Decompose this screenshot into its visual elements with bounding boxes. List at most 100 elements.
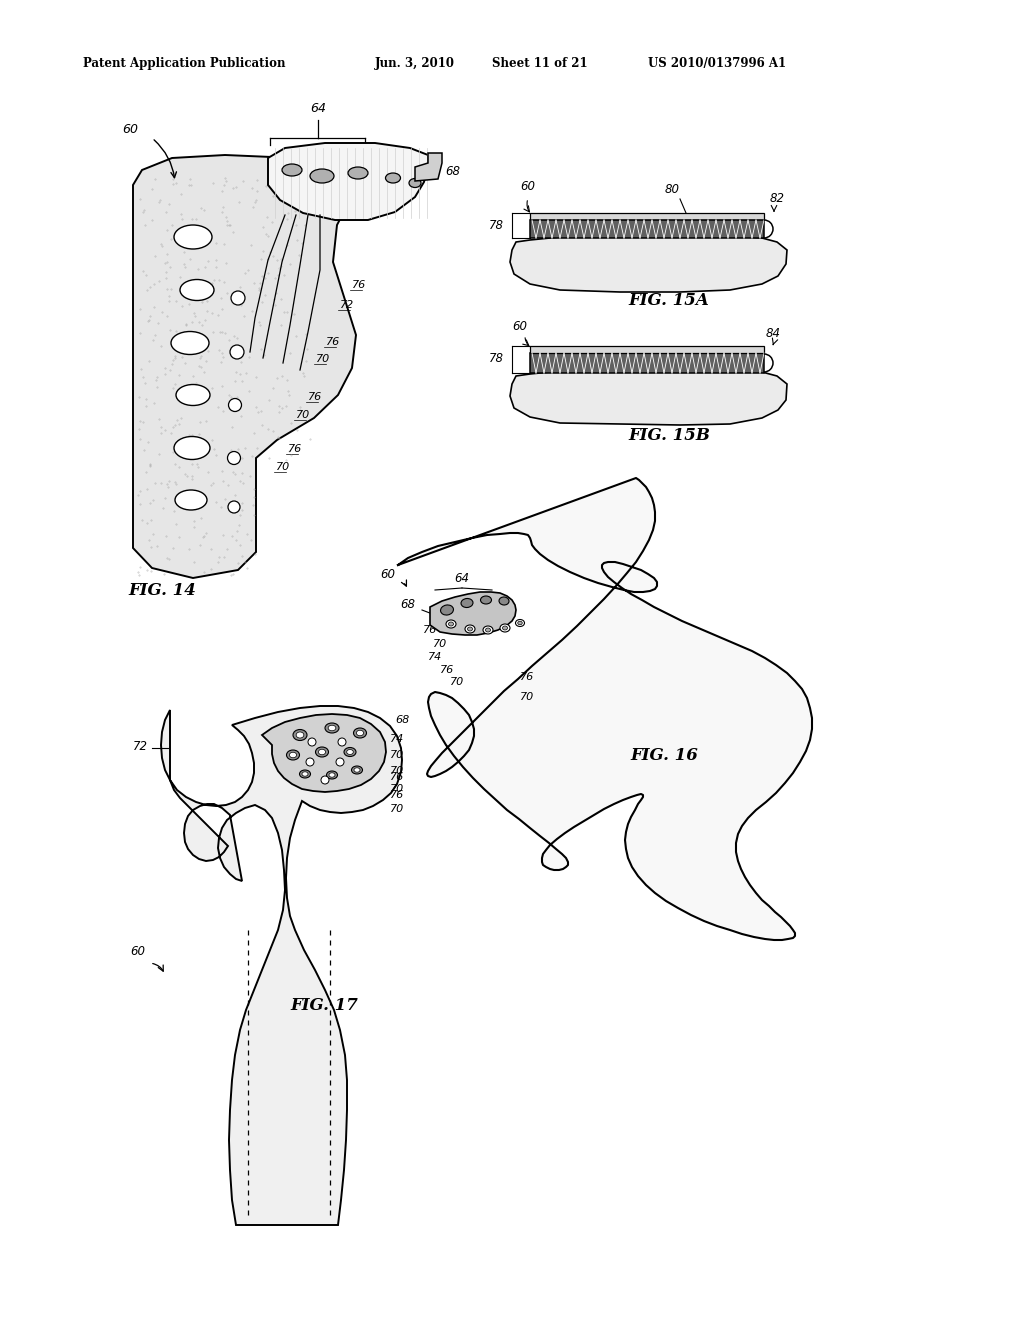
Text: Patent Application Publication: Patent Application Publication [83, 57, 286, 70]
Ellipse shape [356, 730, 364, 735]
Text: 60: 60 [380, 568, 395, 581]
Text: Sheet 11 of 21: Sheet 11 of 21 [492, 57, 588, 70]
Ellipse shape [518, 622, 522, 624]
Text: 70: 70 [390, 750, 404, 760]
Text: FIG. 15A: FIG. 15A [628, 292, 709, 309]
Ellipse shape [328, 725, 336, 731]
Text: 60: 60 [512, 319, 527, 333]
Text: 76: 76 [288, 444, 302, 454]
Ellipse shape [174, 224, 212, 249]
Ellipse shape [344, 747, 356, 756]
Ellipse shape [327, 771, 338, 779]
Circle shape [308, 738, 316, 746]
Text: 70: 70 [390, 766, 404, 776]
Ellipse shape [385, 173, 400, 183]
Ellipse shape [315, 747, 329, 756]
Circle shape [227, 451, 241, 465]
Circle shape [306, 758, 314, 766]
Text: 74: 74 [390, 734, 404, 744]
Text: 82: 82 [770, 191, 785, 205]
Ellipse shape [348, 168, 368, 180]
Polygon shape [510, 370, 787, 425]
Text: US 2010/0137996 A1: US 2010/0137996 A1 [648, 57, 786, 70]
Text: 68: 68 [445, 165, 460, 178]
Ellipse shape [353, 729, 367, 738]
Ellipse shape [500, 624, 510, 632]
Ellipse shape [310, 169, 334, 183]
Ellipse shape [282, 164, 302, 176]
Circle shape [228, 502, 240, 513]
Polygon shape [530, 346, 764, 352]
Text: 76: 76 [326, 337, 340, 347]
Text: 70: 70 [296, 411, 310, 420]
Circle shape [231, 290, 245, 305]
Ellipse shape [293, 730, 307, 741]
Text: 76: 76 [390, 772, 404, 781]
Polygon shape [510, 235, 787, 292]
Ellipse shape [318, 750, 326, 755]
Text: 72: 72 [133, 741, 148, 752]
Text: FIG. 14: FIG. 14 [128, 582, 196, 599]
Polygon shape [161, 706, 402, 1225]
Text: 76: 76 [390, 789, 404, 800]
Polygon shape [268, 143, 428, 220]
Text: 80: 80 [665, 183, 680, 195]
Text: 84: 84 [766, 327, 781, 341]
Text: Jun. 3, 2010: Jun. 3, 2010 [375, 57, 455, 70]
Text: FIG. 16: FIG. 16 [630, 747, 698, 764]
Circle shape [228, 399, 242, 412]
Polygon shape [530, 220, 764, 238]
Text: 60: 60 [130, 945, 145, 958]
Ellipse shape [302, 772, 308, 776]
Ellipse shape [449, 622, 454, 626]
Polygon shape [430, 591, 516, 635]
Ellipse shape [296, 733, 304, 738]
Ellipse shape [468, 627, 472, 631]
Text: 76: 76 [520, 672, 535, 682]
Text: 60: 60 [520, 180, 535, 193]
Ellipse shape [174, 437, 210, 459]
Ellipse shape [351, 766, 362, 774]
Text: 64: 64 [455, 572, 469, 585]
Ellipse shape [409, 178, 421, 187]
Ellipse shape [299, 770, 310, 777]
Ellipse shape [329, 772, 335, 777]
Circle shape [338, 738, 346, 746]
Text: 70: 70 [520, 692, 535, 702]
Ellipse shape [461, 598, 473, 607]
Ellipse shape [180, 280, 214, 301]
Circle shape [321, 776, 329, 784]
Text: 72: 72 [340, 300, 354, 310]
Ellipse shape [325, 723, 339, 733]
Circle shape [336, 758, 344, 766]
Text: 76: 76 [423, 624, 437, 635]
Text: 68: 68 [395, 715, 410, 725]
Ellipse shape [483, 626, 493, 634]
Text: 70: 70 [390, 804, 404, 814]
Text: 68: 68 [400, 598, 415, 611]
Ellipse shape [176, 384, 210, 405]
Text: 76: 76 [352, 280, 367, 290]
Text: 70: 70 [276, 462, 290, 473]
Ellipse shape [287, 750, 299, 760]
Text: 70: 70 [390, 784, 404, 795]
Text: 70: 70 [316, 354, 331, 364]
Ellipse shape [171, 331, 209, 355]
Polygon shape [530, 213, 764, 220]
Text: 60: 60 [122, 123, 138, 136]
Text: 64: 64 [310, 102, 326, 115]
Text: 76: 76 [308, 392, 323, 403]
Ellipse shape [290, 752, 297, 758]
Text: FIG. 15B: FIG. 15B [628, 426, 710, 444]
Polygon shape [530, 352, 764, 374]
Text: 70: 70 [450, 677, 464, 686]
Text: FIG. 17: FIG. 17 [290, 997, 357, 1014]
Ellipse shape [354, 768, 360, 772]
Text: 78: 78 [489, 352, 504, 366]
Text: 76: 76 [440, 665, 455, 675]
Circle shape [230, 345, 244, 359]
Polygon shape [398, 478, 812, 940]
Ellipse shape [480, 597, 492, 605]
Ellipse shape [499, 597, 509, 605]
Polygon shape [415, 153, 442, 181]
